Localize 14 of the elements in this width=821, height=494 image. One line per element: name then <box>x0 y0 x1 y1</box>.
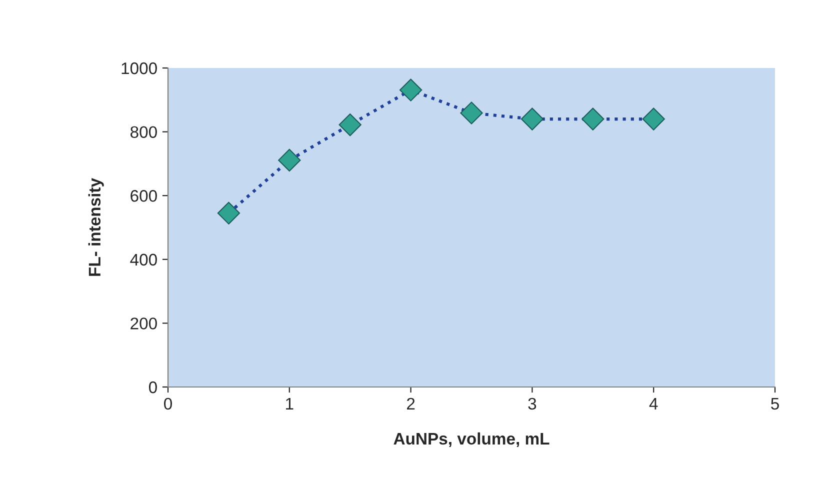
x-tick-label: 4 <box>649 398 658 410</box>
y-tick-label: 200 <box>130 318 157 330</box>
y-tick-label: 600 <box>130 190 157 202</box>
y-tick-label: 800 <box>130 126 157 138</box>
y-tick-label: 0 <box>148 381 157 394</box>
x-tick-label: 3 <box>528 398 536 410</box>
y-tick-label: 400 <box>130 254 157 266</box>
y-tick-label: 1000 <box>122 62 157 74</box>
x-tick-label: 0 <box>164 398 172 410</box>
x-tick-label: 5 <box>771 398 779 410</box>
x-axis-title: AuNPs, volume, mL <box>394 432 550 448</box>
x-tick-label: 2 <box>407 398 415 410</box>
x-tick-label: 1 <box>286 398 294 410</box>
y-axis-title: FL- intensity <box>88 178 104 276</box>
